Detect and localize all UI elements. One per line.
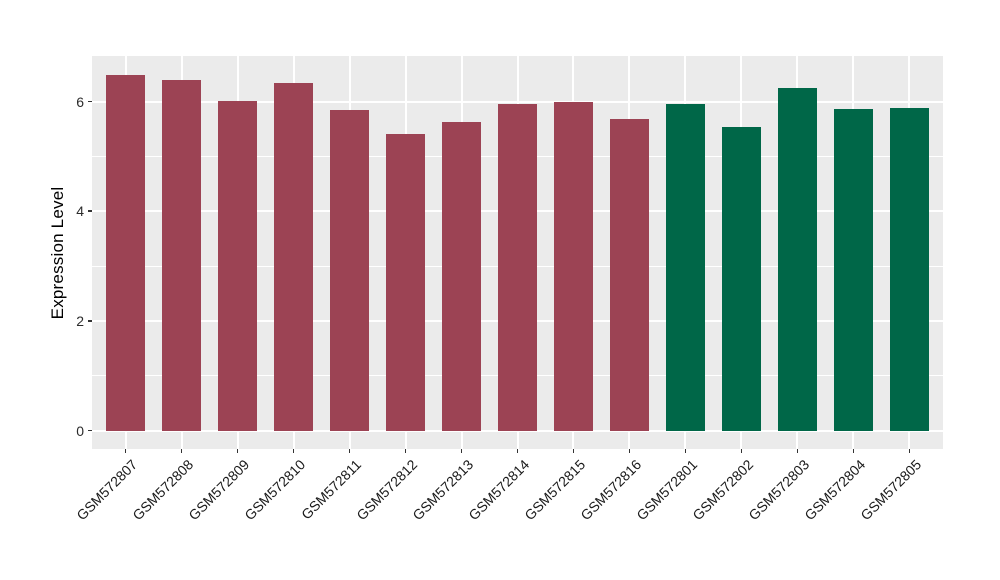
x-tick-mark-GSM572804 [852, 449, 855, 453]
x-tick-mark-GSM572816 [628, 449, 631, 453]
bar-GSM572814 [497, 104, 538, 431]
x-tick-mark-GSM572812 [404, 449, 407, 453]
y-tick-label-0: 0 [76, 422, 84, 439]
y-tick-mark-6 [88, 100, 92, 103]
bar-GSM572807 [105, 74, 146, 431]
bar-GSM572805 [889, 108, 929, 431]
x-tick-mark-GSM572815 [572, 449, 575, 453]
y-tick-label-2: 2 [76, 313, 84, 330]
x-tick-mark-GSM572813 [460, 449, 463, 453]
y-tick-mark-2 [88, 320, 92, 322]
bar-GSM572809 [217, 101, 258, 431]
bar-GSM572802 [721, 127, 762, 431]
bar-GSM572811 [329, 109, 370, 431]
x-tick-mark-GSM572809 [236, 449, 239, 453]
x-tick-mark-GSM572802 [740, 449, 743, 453]
x-tick-mark-GSM572814 [516, 449, 519, 453]
x-tick-mark-GSM572811 [348, 449, 351, 453]
bar-GSM572803 [777, 87, 818, 431]
bar-GSM572815 [553, 102, 594, 431]
bar-GSM572810 [273, 82, 314, 431]
bar-GSM572804 [833, 109, 873, 431]
bar-GSM572816 [609, 119, 650, 431]
x-tick-mark-GSM572801 [684, 449, 687, 453]
x-tick-mark-GSM572810 [292, 449, 295, 453]
bar-GSM572808 [161, 80, 202, 431]
x-tick-mark-GSM572805 [908, 449, 911, 453]
plot-panel [92, 56, 943, 449]
x-tick-mark-GSM572803 [796, 449, 799, 453]
y-tick-mark-4 [88, 210, 92, 212]
y-tick-mark-0 [88, 429, 92, 432]
x-tick-mark-GSM572808 [180, 449, 183, 453]
bar-GSM572812 [385, 133, 426, 431]
y-tick-label-6: 6 [76, 93, 84, 110]
bar-GSM572801 [665, 104, 706, 431]
y-tick-label-4: 4 [76, 203, 84, 220]
bar-GSM572813 [441, 121, 482, 431]
x-tick-mark-GSM572807 [124, 449, 127, 453]
